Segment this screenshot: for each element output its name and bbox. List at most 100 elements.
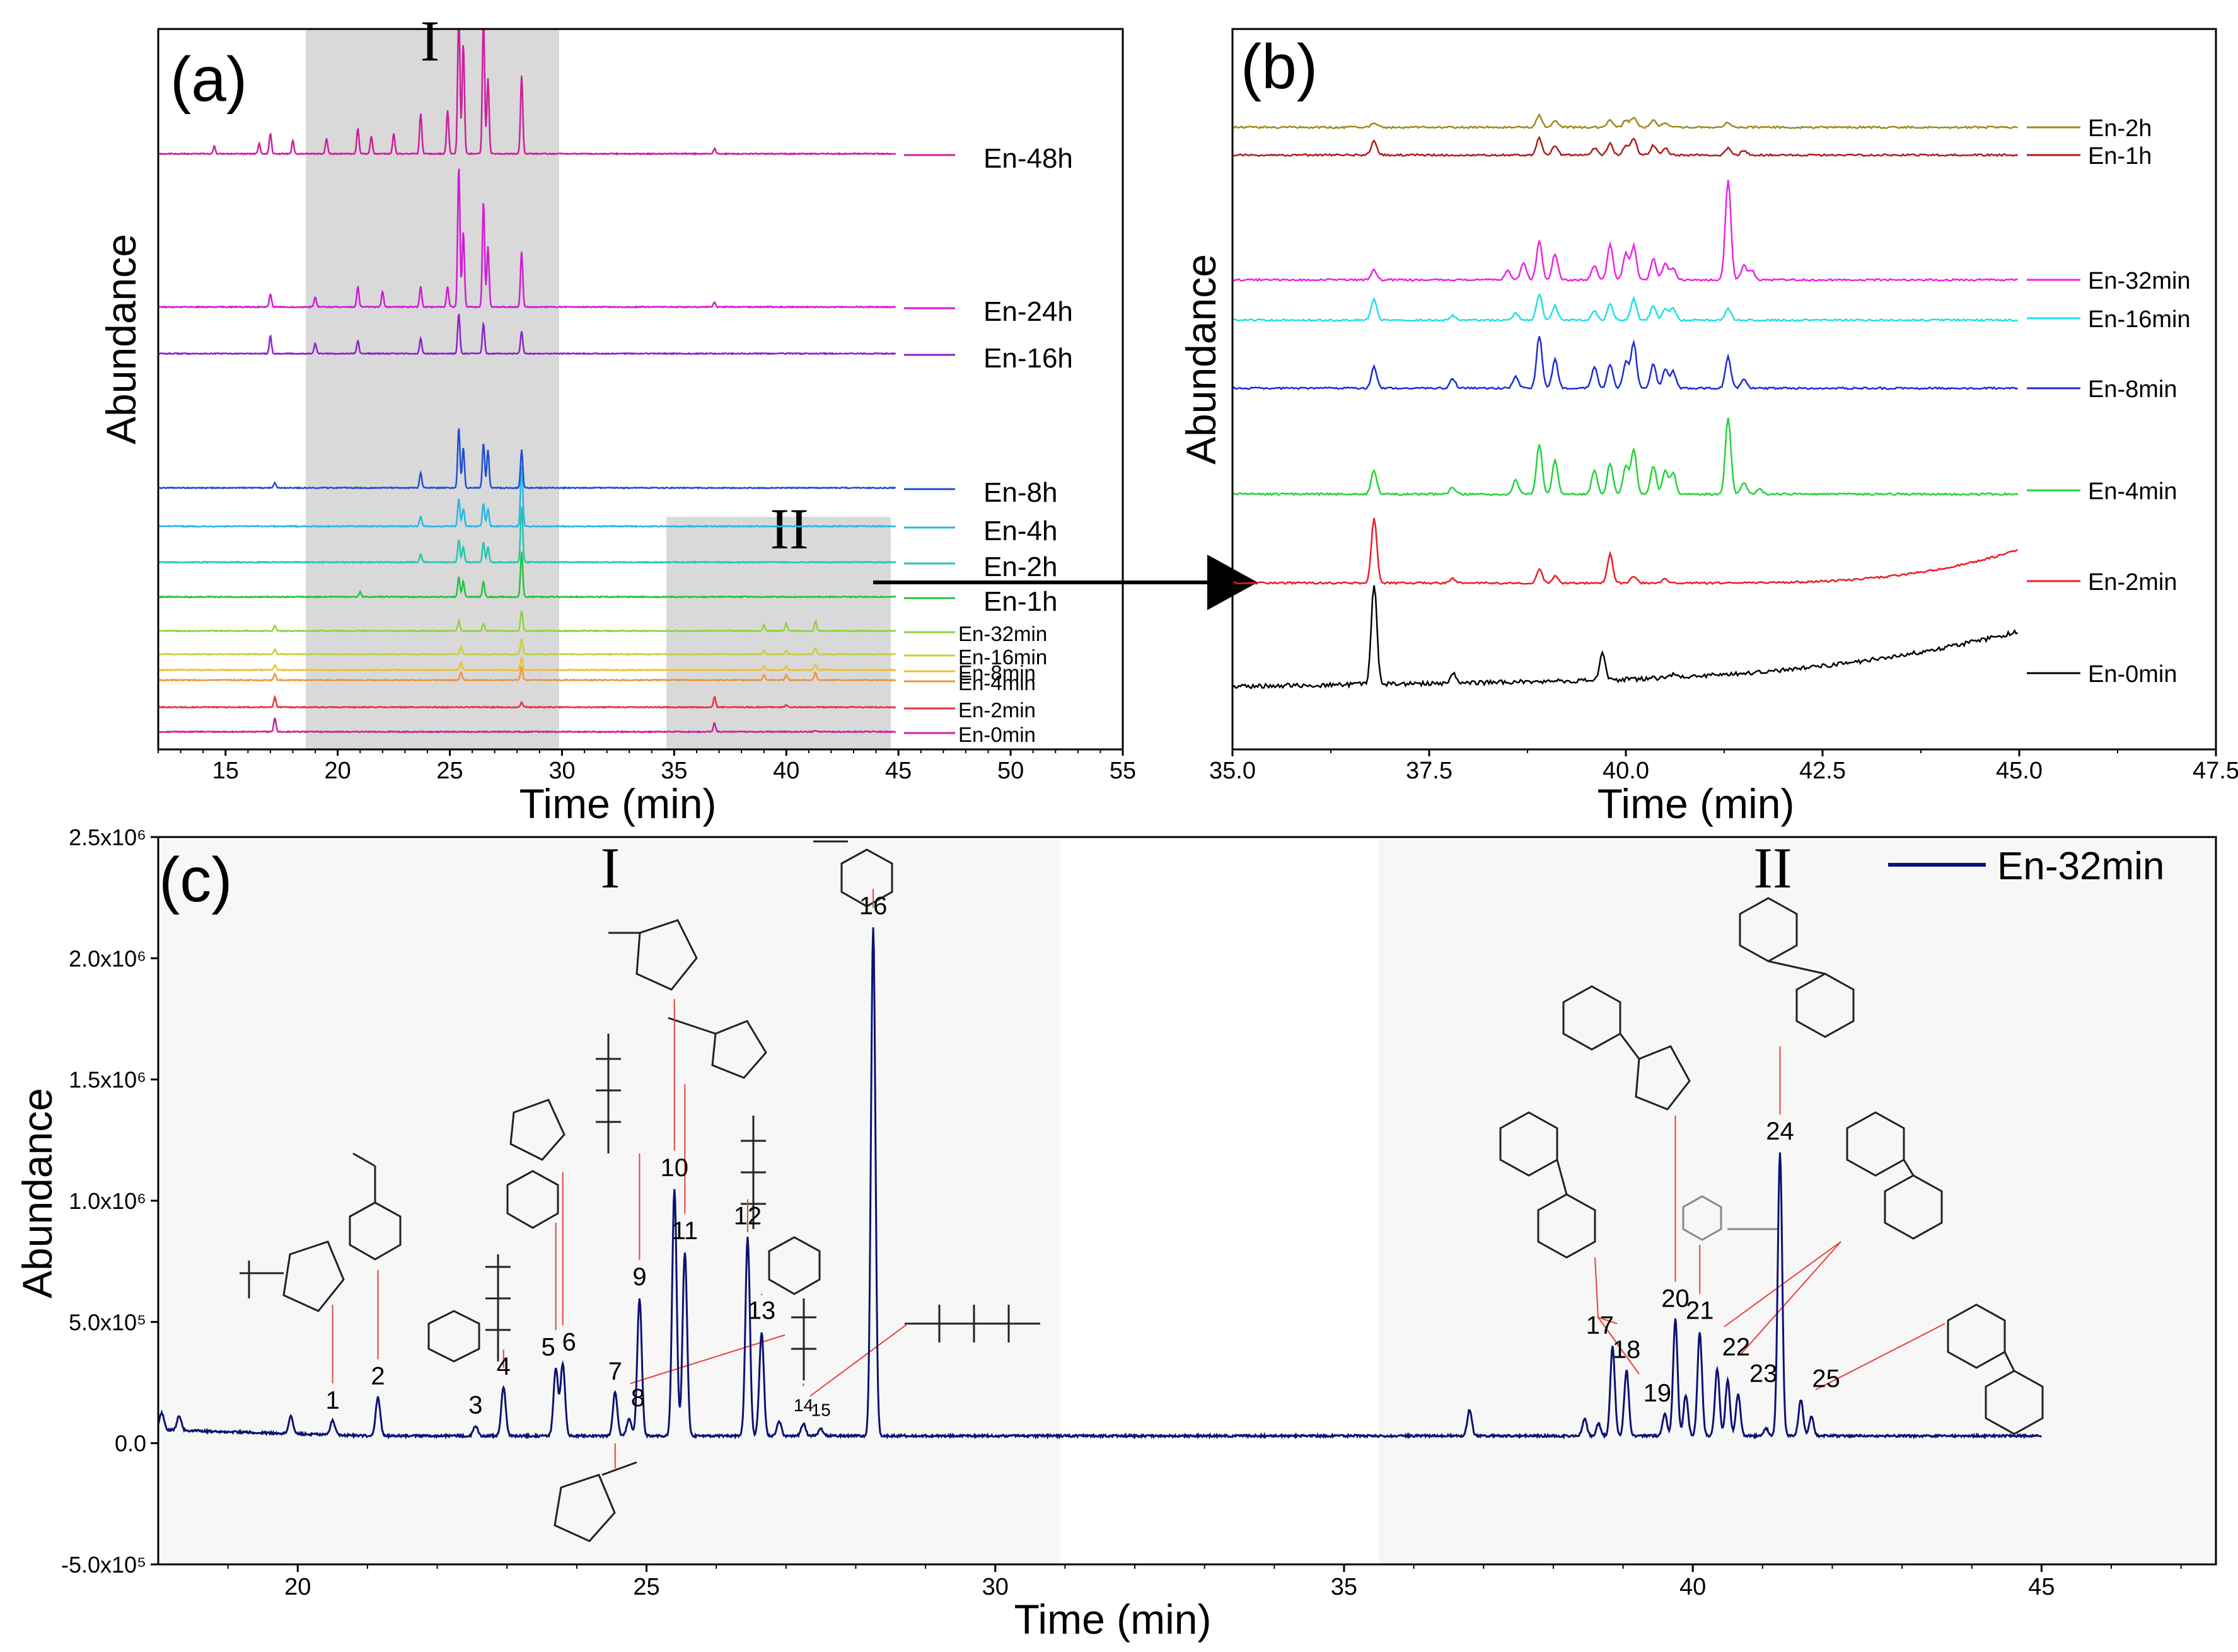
tick-label-y-6: 2.5x10⁶ xyxy=(69,824,146,850)
panel-a-region-1-shade xyxy=(306,29,559,749)
legend-label-en-32min: En-32min xyxy=(2088,268,2191,294)
panel-a-label: (a) xyxy=(170,44,247,115)
panel-b-x-axis: 35.0 37.5 40.0 42.5 45.0 47.5 xyxy=(1209,749,2238,784)
trace-en-2min xyxy=(158,695,896,709)
trace-en-48h xyxy=(158,29,896,156)
panel-a-y-axis-title: Abundance xyxy=(98,234,144,444)
structure-peak-5 xyxy=(506,1170,559,1229)
structure-peak-14 xyxy=(791,1298,816,1380)
structure-peak-6 xyxy=(509,1099,565,1161)
panel-b-y-axis-title: Abundance xyxy=(1178,254,1224,465)
tick-label-45: 45 xyxy=(885,758,912,784)
tick-label-55: 55 xyxy=(1110,758,1136,784)
structure-peak-4 xyxy=(485,1254,511,1361)
tick-label-y-1: 0.0 xyxy=(115,1431,146,1457)
structure-peak-10 xyxy=(608,919,698,991)
connector-peak-25 xyxy=(1815,1323,1945,1390)
panel-b-x-axis-title: Time (min) xyxy=(1597,780,1795,827)
peak-label-20: 20 xyxy=(1661,1285,1690,1312)
tick-label-42.5: 42.5 xyxy=(1799,758,1846,784)
tick-label-25: 25 xyxy=(633,1574,659,1600)
legend-label-en-16h: En-16h xyxy=(983,343,1073,374)
legend-label-en-8min: En-8min xyxy=(958,661,1036,684)
tick-label-40: 40 xyxy=(1679,1574,1706,1600)
panel-c-x-axis: 20 25 30 35 40 45 xyxy=(227,1564,2182,1600)
panel-a-region-2-shade xyxy=(666,517,891,749)
tick-label-45.0: 45.0 xyxy=(1996,758,2043,784)
panel-a-frame xyxy=(157,28,1124,751)
tick-label-y-2: 5.0x10⁵ xyxy=(69,1309,146,1335)
peak-label-14: 14 xyxy=(794,1395,813,1415)
trace-en-0min xyxy=(1232,585,2019,690)
peak-label-4: 4 xyxy=(497,1353,511,1380)
structure-peak-25 xyxy=(1947,1303,2044,1435)
peak-label-12: 12 xyxy=(734,1203,762,1230)
connector-peaks-17-19 xyxy=(1594,1257,1640,1375)
structure-peak-13 xyxy=(768,1236,821,1295)
panel-c-y-axis-title: Abundance xyxy=(14,1088,61,1298)
trace-en-4h xyxy=(158,465,896,528)
peak-label-24: 24 xyxy=(1766,1118,1794,1145)
molecular-structure-sketches xyxy=(240,840,2044,1542)
tick-label-y-3: 1.0x10⁶ xyxy=(69,1188,146,1214)
legend-label-en-4h: En-4h xyxy=(983,516,1057,546)
tick-label-20: 20 xyxy=(284,1574,311,1600)
panel-a-region-2-label: II xyxy=(770,497,808,561)
legend-label-en-1h: En-1h xyxy=(2088,143,2152,170)
peak-label-25: 25 xyxy=(1812,1365,1840,1392)
panel-b-traces xyxy=(1232,113,2019,690)
peak-label-21: 21 xyxy=(1686,1297,1714,1325)
legend-label-en-0min: En-0min xyxy=(958,723,1036,746)
panel-c-region-1-label: I xyxy=(601,836,620,900)
tick-label-45: 45 xyxy=(2028,1574,2055,1600)
structure-peak-24 xyxy=(1739,897,1855,1038)
panel-c-region-1-shade xyxy=(158,837,1060,1564)
trace-en-4min xyxy=(1232,417,2019,497)
tick-label-y-5: 2.0x10⁶ xyxy=(69,945,146,971)
trace-en-32min xyxy=(158,611,896,633)
panel-c-x-axis-title: Time (min) xyxy=(1014,1596,1212,1643)
structure-peak-3 xyxy=(427,1310,480,1363)
legend-label-en-1h: En-1h xyxy=(983,586,1057,617)
peak-label-2: 2 xyxy=(371,1363,385,1390)
tick-label-y-4: 1.5x10⁶ xyxy=(69,1067,146,1093)
peak-label-5: 5 xyxy=(542,1333,555,1361)
connector-peak-15 xyxy=(809,1323,908,1397)
legend-label-en-24h: En-24h xyxy=(983,296,1073,327)
peak-label-15: 15 xyxy=(811,1401,831,1420)
structure-peak-12 xyxy=(741,1116,766,1229)
panel-a-traces xyxy=(158,29,896,734)
peak-label-13: 13 xyxy=(748,1297,776,1325)
panel-c-region-2-label: II xyxy=(1753,836,1792,900)
legend-label-en-2min: En-2min xyxy=(2088,569,2177,596)
panel-b-label: (b) xyxy=(1241,32,1318,102)
structure-peak-20 xyxy=(1562,985,1691,1111)
peak-label-18: 18 xyxy=(1613,1336,1641,1363)
tick-label-50: 50 xyxy=(997,758,1024,784)
tick-label-40: 40 xyxy=(773,758,799,784)
trace-en-4min xyxy=(158,664,896,682)
legend-label-en-2h: En-2h xyxy=(2088,115,2152,142)
legend-label-en-0min: En-0min xyxy=(2088,661,2177,688)
panel-b: En-0min En-2min En-4min En-8min En-16min En-3… xyxy=(1178,28,2238,827)
structure-peak-15 xyxy=(905,1305,1040,1343)
legend-label-en-8h: En-8h xyxy=(983,477,1057,508)
peak-label-8: 8 xyxy=(631,1384,645,1412)
peak-label-1: 1 xyxy=(325,1387,339,1414)
trace-en-16min xyxy=(158,638,896,656)
tick-label-35: 35 xyxy=(661,758,687,784)
structure-peak-11 xyxy=(668,1017,767,1079)
structure-peak-17-18-19 xyxy=(1499,1111,1596,1259)
panel-a-x-axis: 15 20 25 30 35 40 45 50 55 xyxy=(158,749,1136,784)
tick-label-47.5: 47.5 xyxy=(2193,758,2238,784)
trace-en-8h xyxy=(158,428,896,490)
tick-label-35.0: 35.0 xyxy=(1209,758,1256,784)
panel-c-label: (c) xyxy=(159,845,233,915)
panel-a-x-axis-title: Time (min) xyxy=(519,780,717,827)
tick-label-35: 35 xyxy=(1331,1574,1357,1600)
trace-en-24h xyxy=(158,168,896,309)
tick-label-30: 30 xyxy=(548,758,575,784)
